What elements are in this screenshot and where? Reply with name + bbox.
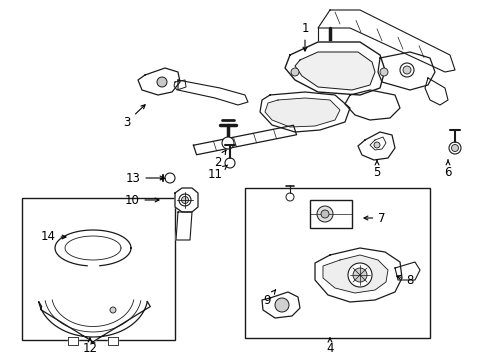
Polygon shape	[260, 92, 349, 132]
Bar	[22, 198, 175, 340]
Polygon shape	[174, 80, 185, 90]
Circle shape	[285, 193, 293, 201]
Bar	[244, 188, 429, 338]
Text: 4: 4	[325, 338, 333, 355]
Text: 1: 1	[301, 22, 308, 51]
Polygon shape	[294, 52, 374, 90]
Polygon shape	[108, 337, 118, 345]
Polygon shape	[88, 263, 98, 269]
Circle shape	[222, 137, 234, 149]
Polygon shape	[345, 90, 399, 120]
Circle shape	[110, 307, 116, 313]
Text: 10: 10	[124, 194, 159, 207]
Polygon shape	[178, 80, 247, 105]
Polygon shape	[317, 10, 454, 72]
Circle shape	[164, 173, 175, 183]
Text: 2: 2	[214, 150, 225, 168]
Polygon shape	[193, 125, 296, 155]
Polygon shape	[262, 292, 299, 318]
Text: 6: 6	[443, 160, 451, 179]
Circle shape	[379, 68, 387, 76]
Text: 5: 5	[372, 160, 380, 179]
Circle shape	[399, 63, 413, 77]
Polygon shape	[39, 302, 150, 343]
Circle shape	[373, 142, 379, 148]
Circle shape	[274, 298, 288, 312]
Polygon shape	[68, 337, 78, 345]
Circle shape	[290, 68, 298, 76]
Polygon shape	[314, 248, 401, 302]
Circle shape	[402, 66, 410, 74]
Circle shape	[157, 77, 167, 87]
Circle shape	[181, 197, 188, 203]
Polygon shape	[394, 262, 419, 280]
Polygon shape	[264, 98, 339, 127]
Text: 9: 9	[263, 290, 275, 306]
Circle shape	[320, 210, 328, 218]
Circle shape	[450, 144, 458, 152]
Text: 12: 12	[82, 338, 97, 355]
Circle shape	[224, 158, 235, 168]
Circle shape	[316, 206, 332, 222]
Text: 11: 11	[207, 165, 227, 181]
Polygon shape	[176, 212, 192, 240]
Bar	[309, 200, 351, 228]
Polygon shape	[323, 255, 387, 293]
Circle shape	[347, 263, 371, 287]
Text: 8: 8	[396, 274, 413, 287]
Text: 13: 13	[125, 171, 163, 184]
Text: 7: 7	[363, 211, 385, 225]
Polygon shape	[369, 137, 385, 150]
Circle shape	[448, 142, 460, 154]
Polygon shape	[424, 78, 447, 105]
Text: 14: 14	[41, 230, 66, 243]
Circle shape	[179, 194, 191, 206]
Polygon shape	[55, 230, 131, 266]
Text: 3: 3	[123, 105, 145, 129]
Polygon shape	[377, 52, 434, 90]
Polygon shape	[285, 42, 384, 95]
Polygon shape	[138, 68, 180, 95]
Polygon shape	[357, 132, 394, 160]
Circle shape	[352, 268, 366, 282]
Polygon shape	[175, 188, 198, 212]
